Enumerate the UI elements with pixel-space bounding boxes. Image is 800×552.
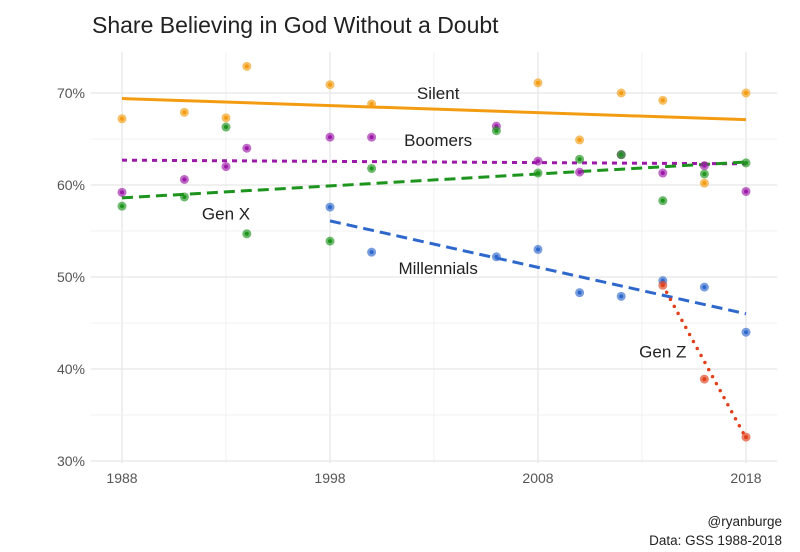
millennials-point — [369, 250, 374, 255]
y-tick-label: 40% — [57, 361, 85, 377]
chart-title: Share Believing in God Without a Doubt — [92, 12, 499, 38]
x-tick-label: 2008 — [522, 470, 553, 486]
series-label: Millennials — [398, 259, 477, 278]
gen-x-trend-line — [121, 160, 747, 200]
gen-x-point — [702, 171, 707, 176]
gen-x-point — [244, 231, 249, 236]
millennials-point — [536, 247, 540, 252]
silent-point — [182, 110, 187, 115]
millennials-point — [619, 294, 624, 299]
boomers-point — [744, 189, 748, 194]
millennials-trend-line — [329, 219, 747, 316]
series-label: Gen X — [202, 205, 250, 224]
gen-x-point — [577, 157, 582, 162]
silent-point — [328, 82, 332, 87]
gen-x-point — [536, 171, 540, 176]
silent-point — [224, 115, 228, 120]
gen-x-point — [328, 239, 332, 244]
millennials-point — [577, 290, 582, 295]
y-tick-label: 70% — [57, 85, 85, 101]
series-label: Boomers — [404, 131, 472, 150]
boomers-point — [120, 190, 124, 195]
gen-x-point — [120, 204, 124, 209]
silent-point — [660, 98, 665, 103]
series-label: Gen Z — [639, 343, 686, 362]
gen-x-point — [224, 125, 228, 130]
gen-z-point — [744, 435, 748, 440]
gen-z-point — [702, 377, 707, 382]
gen-x-point — [744, 160, 748, 165]
gen-x-point — [619, 152, 624, 157]
gridlines — [90, 51, 778, 463]
boomers-point — [328, 135, 332, 140]
author-credit: @ryanburge — [708, 514, 783, 529]
axis-ticks: 1988 1998 2008 2018 30% 40% 50% 60% 70% — [57, 85, 762, 486]
silent-trend-line — [121, 97, 747, 122]
gen-z-trend-line — [661, 283, 748, 440]
boomers-point — [369, 135, 374, 140]
gen-x-point — [182, 194, 187, 199]
source-credit: Data: GSS 1988-2018 — [649, 533, 782, 548]
data-points — [117, 61, 751, 442]
x-tick-label: 1998 — [314, 470, 345, 486]
silent-point — [619, 91, 624, 95]
series-label: Silent — [417, 84, 460, 103]
x-tick-label: 1988 — [106, 470, 137, 486]
gen-x-point — [369, 166, 374, 171]
silent-point — [744, 91, 748, 95]
series-labels: Silent Boomers Gen X Millennials Gen Z — [202, 84, 687, 362]
y-tick-label: 30% — [57, 453, 85, 469]
gen-x-point — [494, 128, 499, 133]
boomers-point — [536, 159, 540, 164]
boomers-trend-line — [121, 158, 747, 166]
silent-point — [536, 80, 540, 85]
silent-point — [120, 116, 124, 121]
silent-point — [702, 181, 707, 186]
millennials-point — [328, 205, 332, 210]
boomers-point — [660, 171, 665, 176]
boomers-point — [182, 177, 187, 182]
boomers-point — [577, 170, 582, 175]
gen-z-point — [660, 283, 665, 288]
boomers-point — [702, 163, 707, 168]
millennials-point — [744, 330, 748, 335]
millennials-point — [702, 285, 707, 290]
silent-point — [577, 137, 582, 142]
x-tick-label: 2018 — [730, 470, 761, 486]
millennials-point — [494, 254, 499, 259]
gen-x-point — [660, 198, 665, 203]
y-tick-label: 50% — [57, 269, 85, 285]
boomers-point — [244, 146, 249, 151]
trend-lines — [121, 97, 748, 440]
silent-point — [244, 64, 249, 69]
y-tick-label: 60% — [57, 177, 85, 193]
silent-point — [369, 102, 374, 107]
boomers-point — [224, 164, 228, 169]
